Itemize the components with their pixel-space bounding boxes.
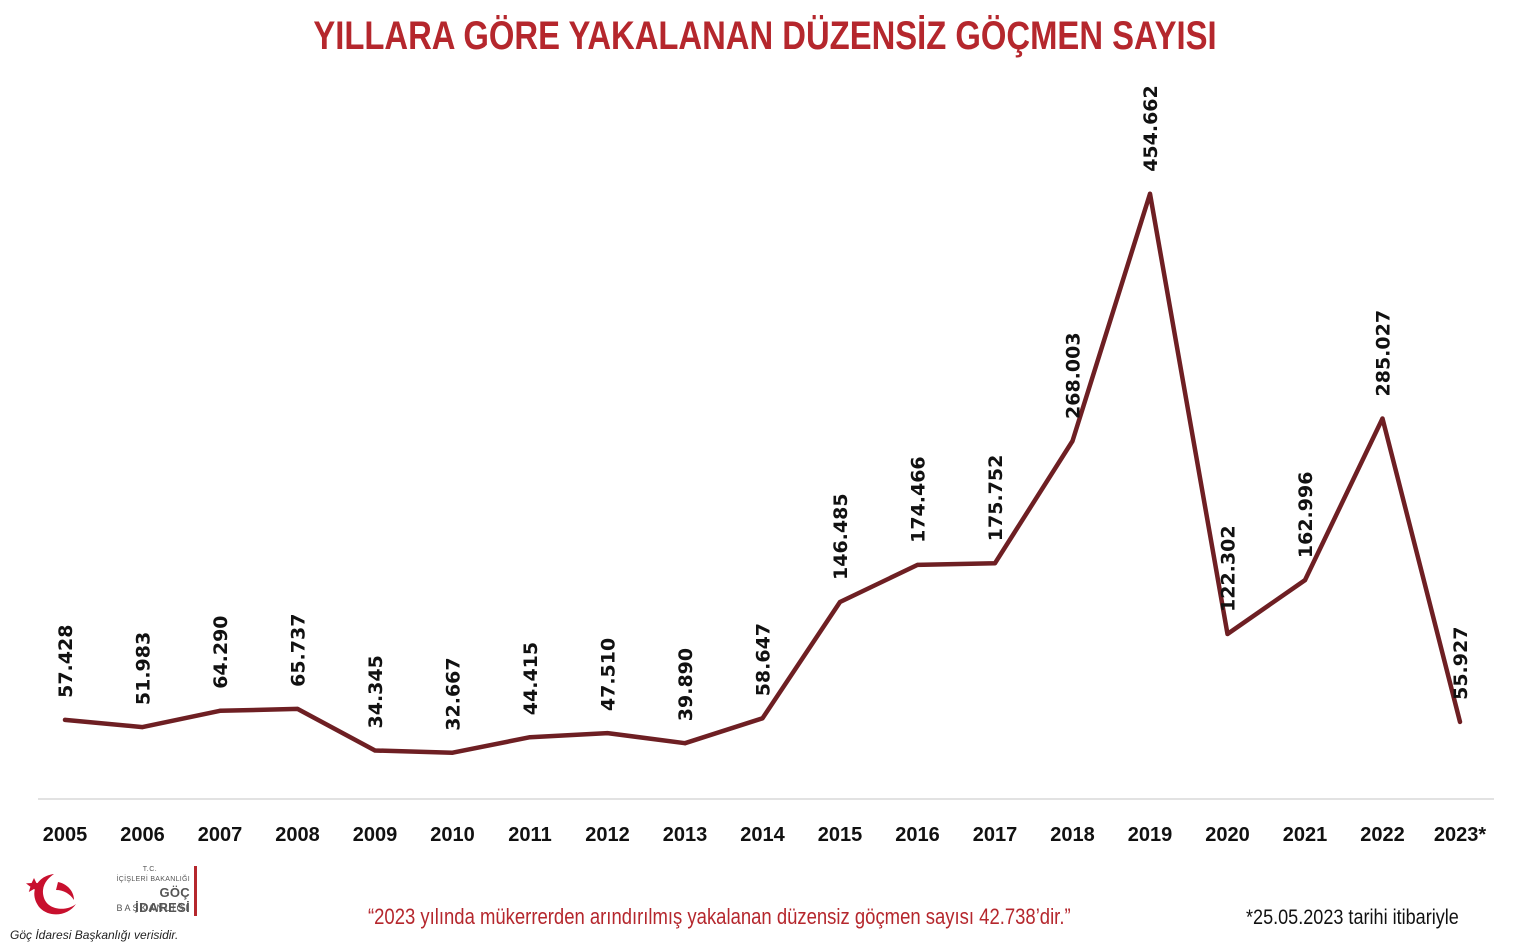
source-note: Göç İdaresi Başkanlığı verisidir.	[10, 928, 179, 942]
data-point	[1303, 578, 1307, 583]
footnote-quote: “2023 yılında mükerrerden arındırılmış y…	[368, 904, 1071, 929]
data-point	[295, 706, 300, 711]
x-tick-label: 2023*	[1434, 824, 1486, 846]
data-point	[373, 748, 377, 753]
data-point	[1458, 719, 1462, 724]
x-tick-label: 2017	[973, 824, 1018, 846]
x-tick-label: 2014	[740, 824, 785, 846]
data-point	[1380, 416, 1385, 421]
x-tick-label: 2013	[663, 824, 708, 846]
data-point	[1225, 632, 1230, 636]
data-point	[1070, 439, 1075, 443]
data-label: 58.647	[753, 623, 775, 696]
goc-idaresi-logo: T.C. İÇİŞLERİ BAKANLIĞI GÖÇ İDARESİ BAŞK…	[24, 862, 197, 950]
data-point	[993, 561, 997, 566]
data-label: 122.302	[1218, 525, 1240, 612]
series-line-layer	[62, 191, 1463, 755]
x-tick-labels-layer: 2005 2006 2007 2008 2009 2010 2011 2012 2013 2014…	[43, 824, 1487, 846]
x-tick-label: 2019	[1128, 824, 1173, 846]
crescent-bird-icon	[26, 874, 76, 915]
data-label: 146.485	[830, 493, 852, 580]
line-chart: 57.428 51.983 64.290 65.737 34.345 32.667 44.4…	[38, 85, 1494, 846]
data-label: 162.996	[1295, 472, 1317, 559]
x-tick-label: 2006	[120, 824, 165, 846]
x-tick-label: 2008	[275, 824, 320, 846]
data-point	[838, 600, 842, 604]
x-tick-label: 2011	[508, 824, 551, 846]
data-point	[1148, 191, 1152, 196]
x-tick-label: 2021	[1283, 824, 1328, 846]
x-tick-label: 2020	[1205, 824, 1250, 846]
data-labels-layer: 57.428 51.983 64.290 65.737 34.345 32.667 44.4…	[55, 85, 1472, 730]
data-label: 64.290	[210, 615, 232, 688]
data-label: 174.466	[908, 456, 930, 543]
data-label: 175.752	[985, 455, 1007, 542]
data-point	[450, 750, 455, 755]
data-point	[63, 717, 67, 722]
x-tick-label: 2018	[1050, 824, 1095, 846]
data-label: 34.345	[365, 655, 387, 728]
data-label: 285.027	[1373, 310, 1395, 397]
footnote-date: *25.05.2023 tarihi itibariyle	[1246, 906, 1459, 929]
data-point	[528, 735, 532, 740]
x-tick-label: 2005	[43, 824, 88, 846]
x-tick-label: 2016	[895, 824, 940, 846]
chart-title: YILLARA GÖRE YAKALANAN DÜZENSİZ GÖÇMEN S…	[313, 14, 1217, 58]
data-label: 44.415	[520, 642, 542, 715]
data-point	[218, 708, 222, 713]
data-label: 454.662	[1140, 85, 1162, 172]
data-label: 268.003	[1063, 332, 1085, 419]
x-tick-label: 2012	[585, 824, 630, 846]
x-tick-label: 2022	[1360, 824, 1405, 846]
data-point	[760, 716, 765, 721]
x-tick-label: 2010	[430, 824, 475, 846]
data-label: 65.737	[288, 614, 310, 687]
logo-ministry-text: İÇİŞLERİ BAKANLIĞI	[116, 876, 190, 883]
x-tick-label: 2009	[353, 824, 398, 846]
data-label: 47.510	[598, 638, 620, 711]
data-label: 32.667	[443, 657, 465, 730]
data-label: 55.927	[1450, 627, 1472, 700]
data-label: 39.890	[675, 648, 697, 721]
x-tick-label: 2015	[818, 824, 863, 846]
x-tick-label: 2007	[198, 824, 243, 846]
logo-name-text: GÖÇ İDARESİ	[135, 885, 190, 915]
data-point	[915, 562, 920, 567]
data-label: 51.983	[133, 632, 155, 705]
data-point	[140, 725, 145, 730]
data-point	[683, 741, 687, 746]
data-label: 57.428	[55, 625, 77, 698]
logo-tc-text: T.C.	[142, 866, 158, 873]
logo-divider	[194, 866, 197, 916]
logo-sub-text: BAŞKANLIĞI	[116, 903, 190, 913]
data-point	[605, 731, 610, 736]
